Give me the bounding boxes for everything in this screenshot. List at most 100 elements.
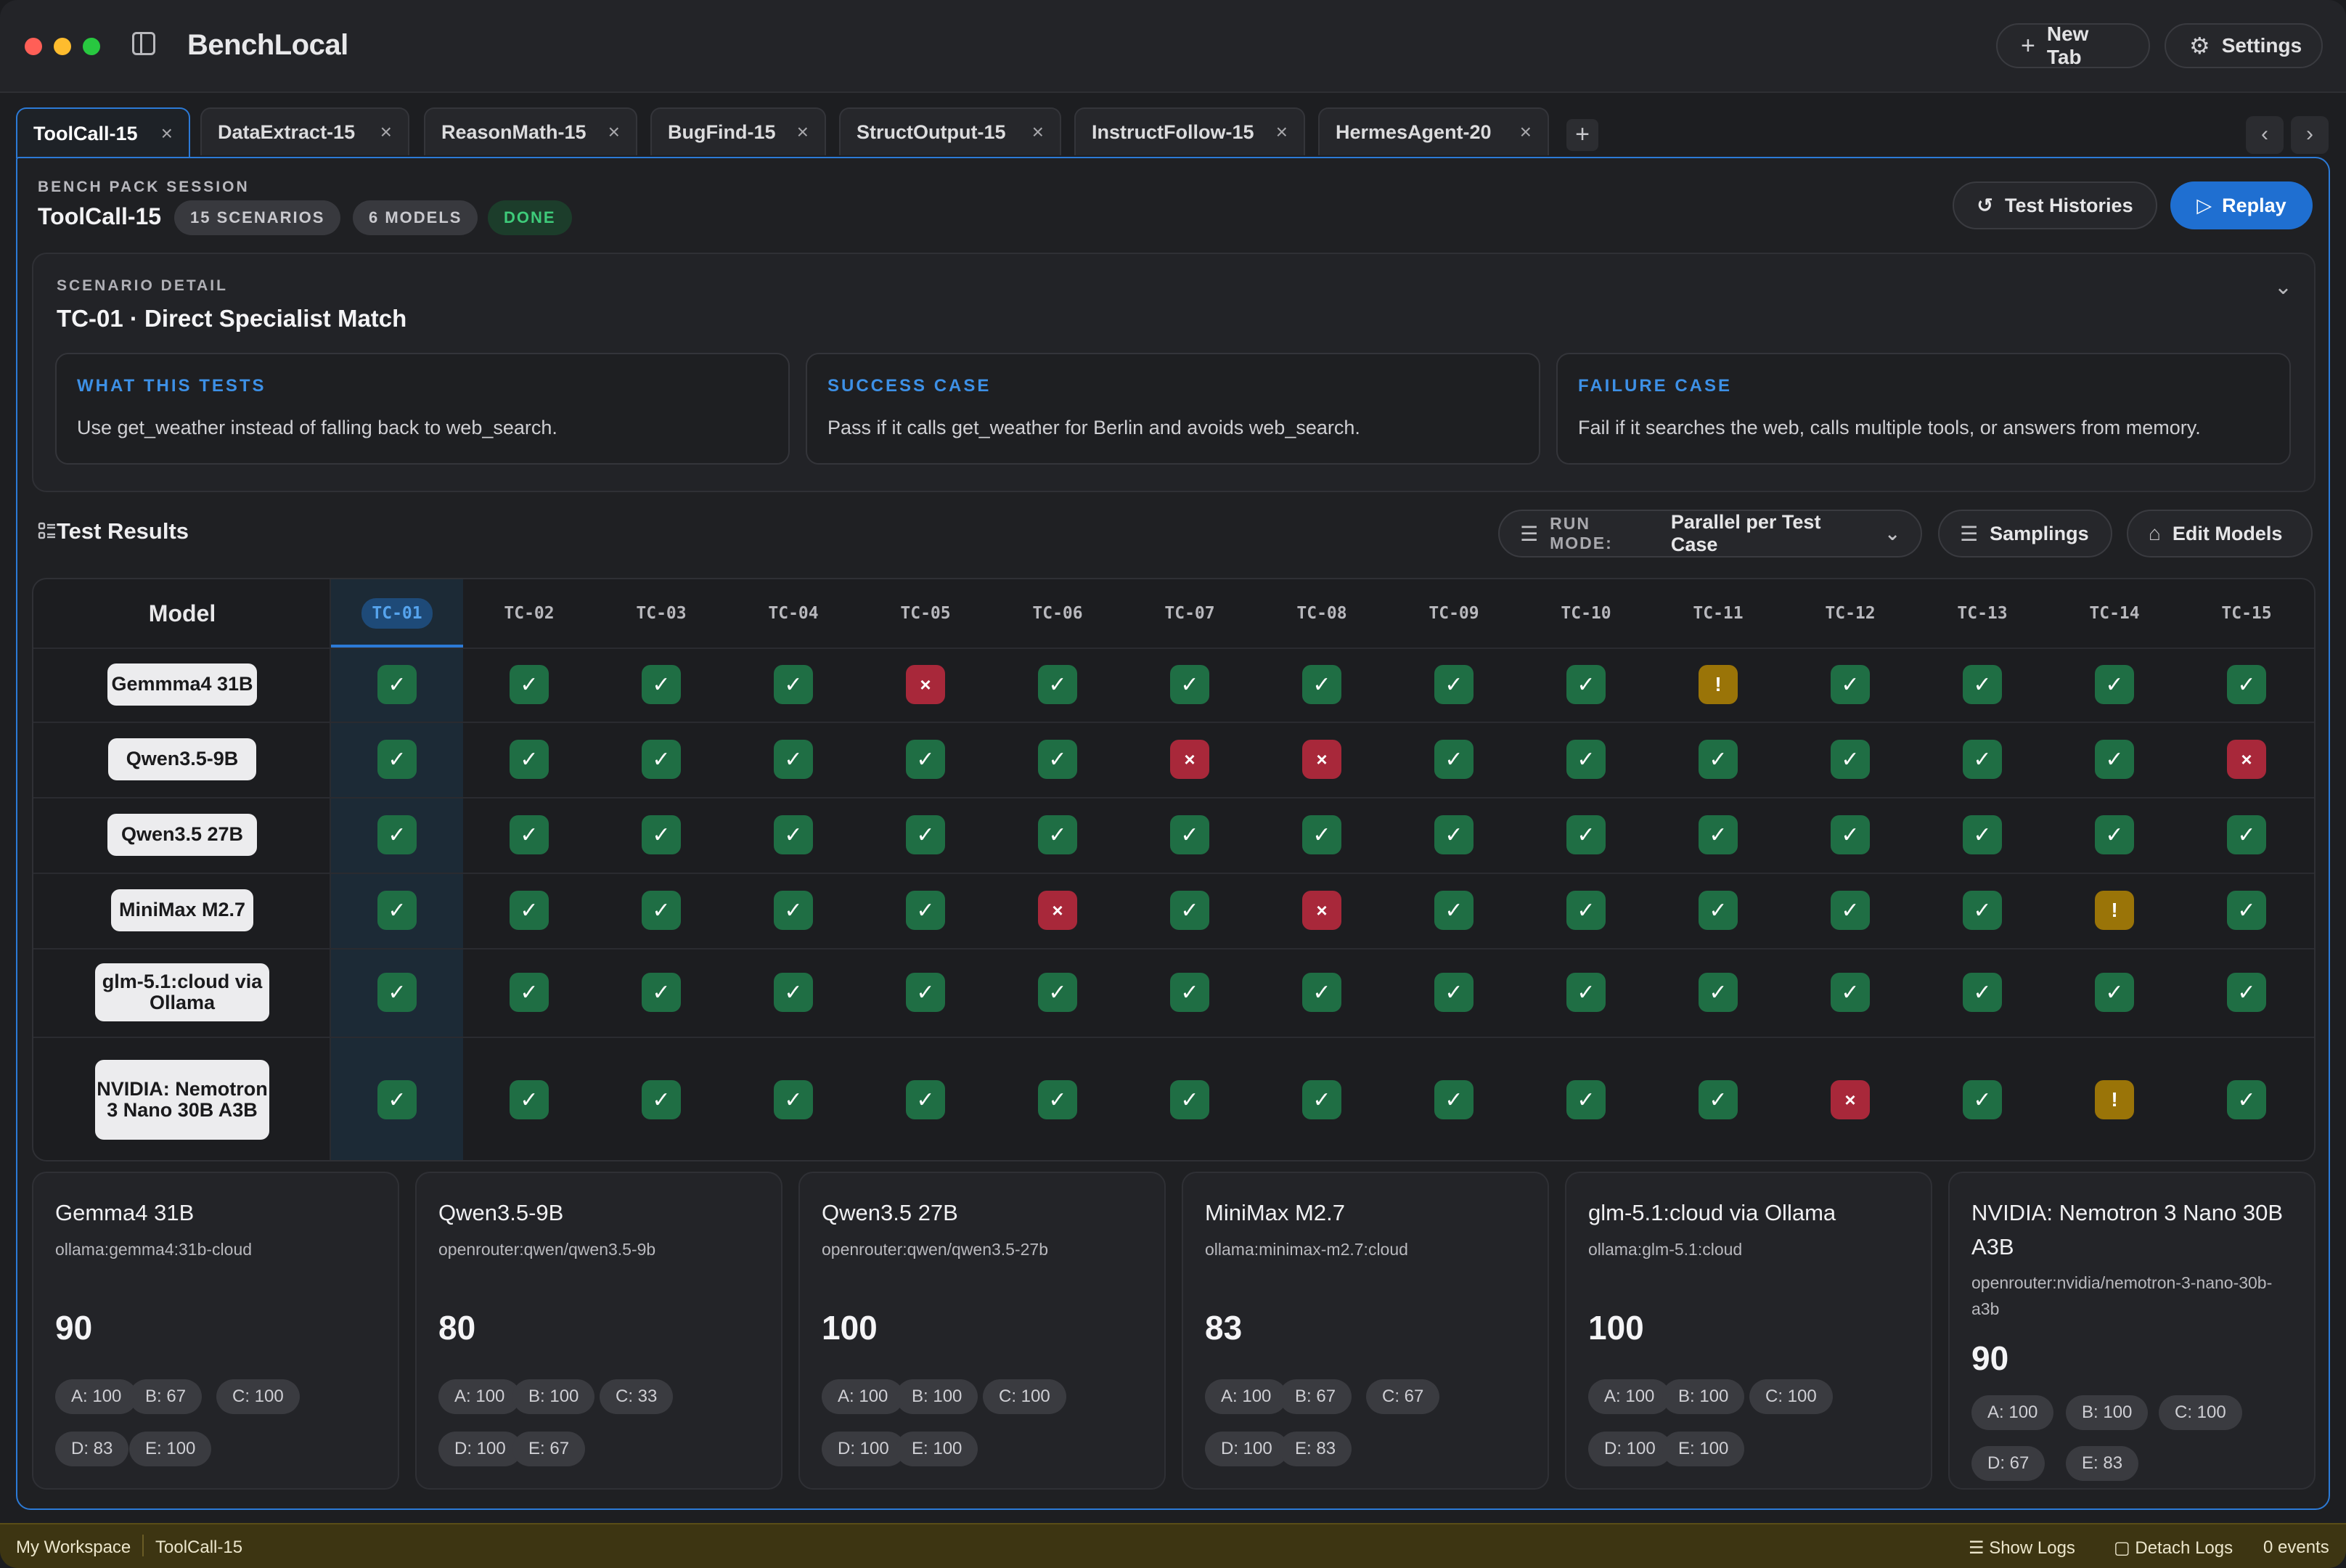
pass-result-cell[interactable]: ✓ <box>2227 1080 2266 1119</box>
tab-structoutput-15[interactable]: StructOutput-15 × <box>839 107 1061 155</box>
pass-result-cell[interactable]: ✓ <box>1963 891 2002 930</box>
pass-result-cell[interactable]: ✓ <box>906 891 945 930</box>
pass-result-cell[interactable]: ✓ <box>1302 665 1341 704</box>
pass-result-cell[interactable]: ✓ <box>1566 891 1606 930</box>
model-summary-card[interactable]: Gemma4 31B ollama:gemma4:31b-cloud 90 A: 10… <box>32 1172 399 1490</box>
pass-result-cell[interactable]: ✓ <box>1963 665 2002 704</box>
tab-instructfollow-15[interactable]: InstructFollow-15 × <box>1074 107 1305 155</box>
pass-result-cell[interactable]: ✓ <box>1038 815 1077 854</box>
show-logs-button[interactable]: ☰ Show Logs <box>1969 1538 2075 1559</box>
test-case-header[interactable]: TC-04 <box>727 579 859 648</box>
settings-button[interactable]: ⚙ Settings <box>2165 23 2323 68</box>
pass-result-cell[interactable]: ✓ <box>1434 891 1474 930</box>
pass-result-cell[interactable]: ✓ <box>1831 891 1870 930</box>
test-case-header[interactable]: TC-03 <box>595 579 727 648</box>
pass-result-cell[interactable]: ✓ <box>1699 740 1738 779</box>
minimize-window-button[interactable] <box>54 38 71 55</box>
pass-result-cell[interactable]: ✓ <box>510 740 549 779</box>
pass-result-cell[interactable]: ✓ <box>2095 740 2134 779</box>
pass-result-cell[interactable]: ✓ <box>510 891 549 930</box>
pass-result-cell[interactable]: ✓ <box>1963 973 2002 1012</box>
close-icon[interactable]: × <box>380 121 392 143</box>
pass-result-cell[interactable]: ✓ <box>1566 665 1606 704</box>
pass-result-cell[interactable]: ✓ <box>2095 665 2134 704</box>
close-icon[interactable]: × <box>608 121 620 143</box>
tab-reasonmath-15[interactable]: ReasonMath-15 × <box>424 107 637 155</box>
warn-result-cell[interactable]: ! <box>2095 891 2134 930</box>
zoom-window-button[interactable] <box>83 38 100 55</box>
pass-result-cell[interactable]: ✓ <box>1831 740 1870 779</box>
test-case-header[interactable]: TC-12 <box>1784 579 1916 648</box>
test-case-header[interactable]: TC-05 <box>859 579 992 648</box>
close-window-button[interactable] <box>25 38 42 55</box>
pass-result-cell[interactable]: ✓ <box>1831 973 1870 1012</box>
model-summary-card[interactable]: MiniMax M2.7 ollama:minimax-m2.7:cloud 83 A… <box>1182 1172 1549 1490</box>
fail-result-cell[interactable]: × <box>1038 891 1077 930</box>
model-chip[interactable]: Qwen3.5-9B <box>108 738 256 780</box>
test-case-header[interactable]: TC-09 <box>1388 579 1520 648</box>
pass-result-cell[interactable]: ✓ <box>1170 665 1209 704</box>
model-summary-card[interactable]: NVIDIA: Nemotron 3 Nano 30B A3B openroute… <box>1948 1172 2316 1490</box>
fail-result-cell[interactable]: × <box>1170 740 1209 779</box>
replay-button[interactable]: ▷ Replay <box>2170 181 2313 229</box>
pass-result-cell[interactable]: ✓ <box>1699 1080 1738 1119</box>
pass-result-cell[interactable]: ✓ <box>1038 740 1077 779</box>
model-summary-card[interactable]: glm-5.1:cloud via Ollama ollama:glm-5.1:c… <box>1565 1172 1932 1490</box>
test-case-header[interactable]: TC-15 <box>2181 579 2313 648</box>
pass-result-cell[interactable]: ✓ <box>510 1080 549 1119</box>
pass-result-cell[interactable]: ✓ <box>1831 815 1870 854</box>
close-icon[interactable]: × <box>1275 121 1288 143</box>
pass-result-cell[interactable]: ✓ <box>1434 740 1474 779</box>
pass-result-cell[interactable]: ✓ <box>642 973 681 1012</box>
chevron-right-icon[interactable]: › <box>2291 116 2329 154</box>
test-case-header[interactable]: TC-11 <box>1652 579 1784 648</box>
pass-result-cell[interactable]: ✓ <box>1302 973 1341 1012</box>
pass-result-cell[interactable]: ✓ <box>774 665 813 704</box>
pass-result-cell[interactable]: ✓ <box>510 665 549 704</box>
pass-result-cell[interactable]: ✓ <box>2095 973 2134 1012</box>
pass-result-cell[interactable]: ✓ <box>1170 815 1209 854</box>
sidebar-toggle-icon[interactable] <box>132 32 155 55</box>
pass-result-cell[interactable]: ✓ <box>774 1080 813 1119</box>
pass-result-cell[interactable]: ✓ <box>1434 1080 1474 1119</box>
tab-bugfind-15[interactable]: BugFind-15 × <box>650 107 826 155</box>
model-summary-card[interactable]: Qwen3.5 27B openrouter:qwen/qwen3.5-27b 10… <box>798 1172 1166 1490</box>
session-link[interactable]: ToolCall-15 <box>155 1538 243 1557</box>
add-tab-button[interactable]: + <box>1566 119 1598 151</box>
tab-dataextract-15[interactable]: DataExtract-15 × <box>200 107 409 155</box>
model-chip[interactable]: MiniMax M2.7 <box>111 889 253 931</box>
warn-result-cell[interactable]: ! <box>1699 665 1738 704</box>
test-case-header[interactable]: TC-07 <box>1124 579 1256 648</box>
pass-result-cell[interactable]: ✓ <box>2227 973 2266 1012</box>
pass-result-cell[interactable]: ✓ <box>1302 1080 1341 1119</box>
new-tab-button[interactable]: + New Tab <box>1996 23 2150 68</box>
model-chip[interactable]: Gemmma4 31B <box>107 663 257 706</box>
test-case-header[interactable]: TC-10 <box>1520 579 1652 648</box>
edit-models-button[interactable]: ⌂ Edit Models <box>2127 510 2313 558</box>
pass-result-cell[interactable]: ✓ <box>1434 815 1474 854</box>
close-icon[interactable]: × <box>796 121 809 143</box>
close-icon[interactable]: × <box>160 122 173 144</box>
model-chip[interactable]: NVIDIA: Nemotron 3 Nano 30B A3B <box>95 1060 269 1140</box>
pass-result-cell[interactable]: ✓ <box>1170 891 1209 930</box>
tab-hermesagent-20[interactable]: HermesAgent-20 × <box>1318 107 1549 155</box>
pass-result-cell[interactable]: ✓ <box>1963 740 2002 779</box>
pass-result-cell[interactable]: ✓ <box>642 891 681 930</box>
pass-result-cell[interactable]: ✓ <box>774 815 813 854</box>
run-mode-dropdown[interactable]: ☰ RUN MODE: Parallel per Test Case ⌄ <box>1498 510 1922 558</box>
chevron-down-icon[interactable]: ⌄ <box>2273 275 2292 299</box>
model-chip[interactable]: Qwen3.5 27B <box>107 814 257 856</box>
fail-result-cell[interactable]: × <box>1302 891 1341 930</box>
pass-result-cell[interactable]: ✓ <box>642 815 681 854</box>
pass-result-cell[interactable]: ✓ <box>906 973 945 1012</box>
pass-result-cell[interactable]: ✓ <box>906 740 945 779</box>
pass-result-cell[interactable]: ✓ <box>774 891 813 930</box>
samplings-button[interactable]: ☰ Samplings <box>1938 510 2112 558</box>
pass-result-cell[interactable]: ✓ <box>2095 815 2134 854</box>
pass-result-cell[interactable]: ✓ <box>642 1080 681 1119</box>
pass-result-cell[interactable]: ✓ <box>774 973 813 1012</box>
pass-result-cell[interactable]: ✓ <box>1566 740 1606 779</box>
workspace-link[interactable]: My Workspace <box>16 1538 131 1557</box>
pass-result-cell[interactable]: ✓ <box>1963 815 2002 854</box>
tab-toolcall-15[interactable]: ToolCall-15 × <box>16 107 190 158</box>
